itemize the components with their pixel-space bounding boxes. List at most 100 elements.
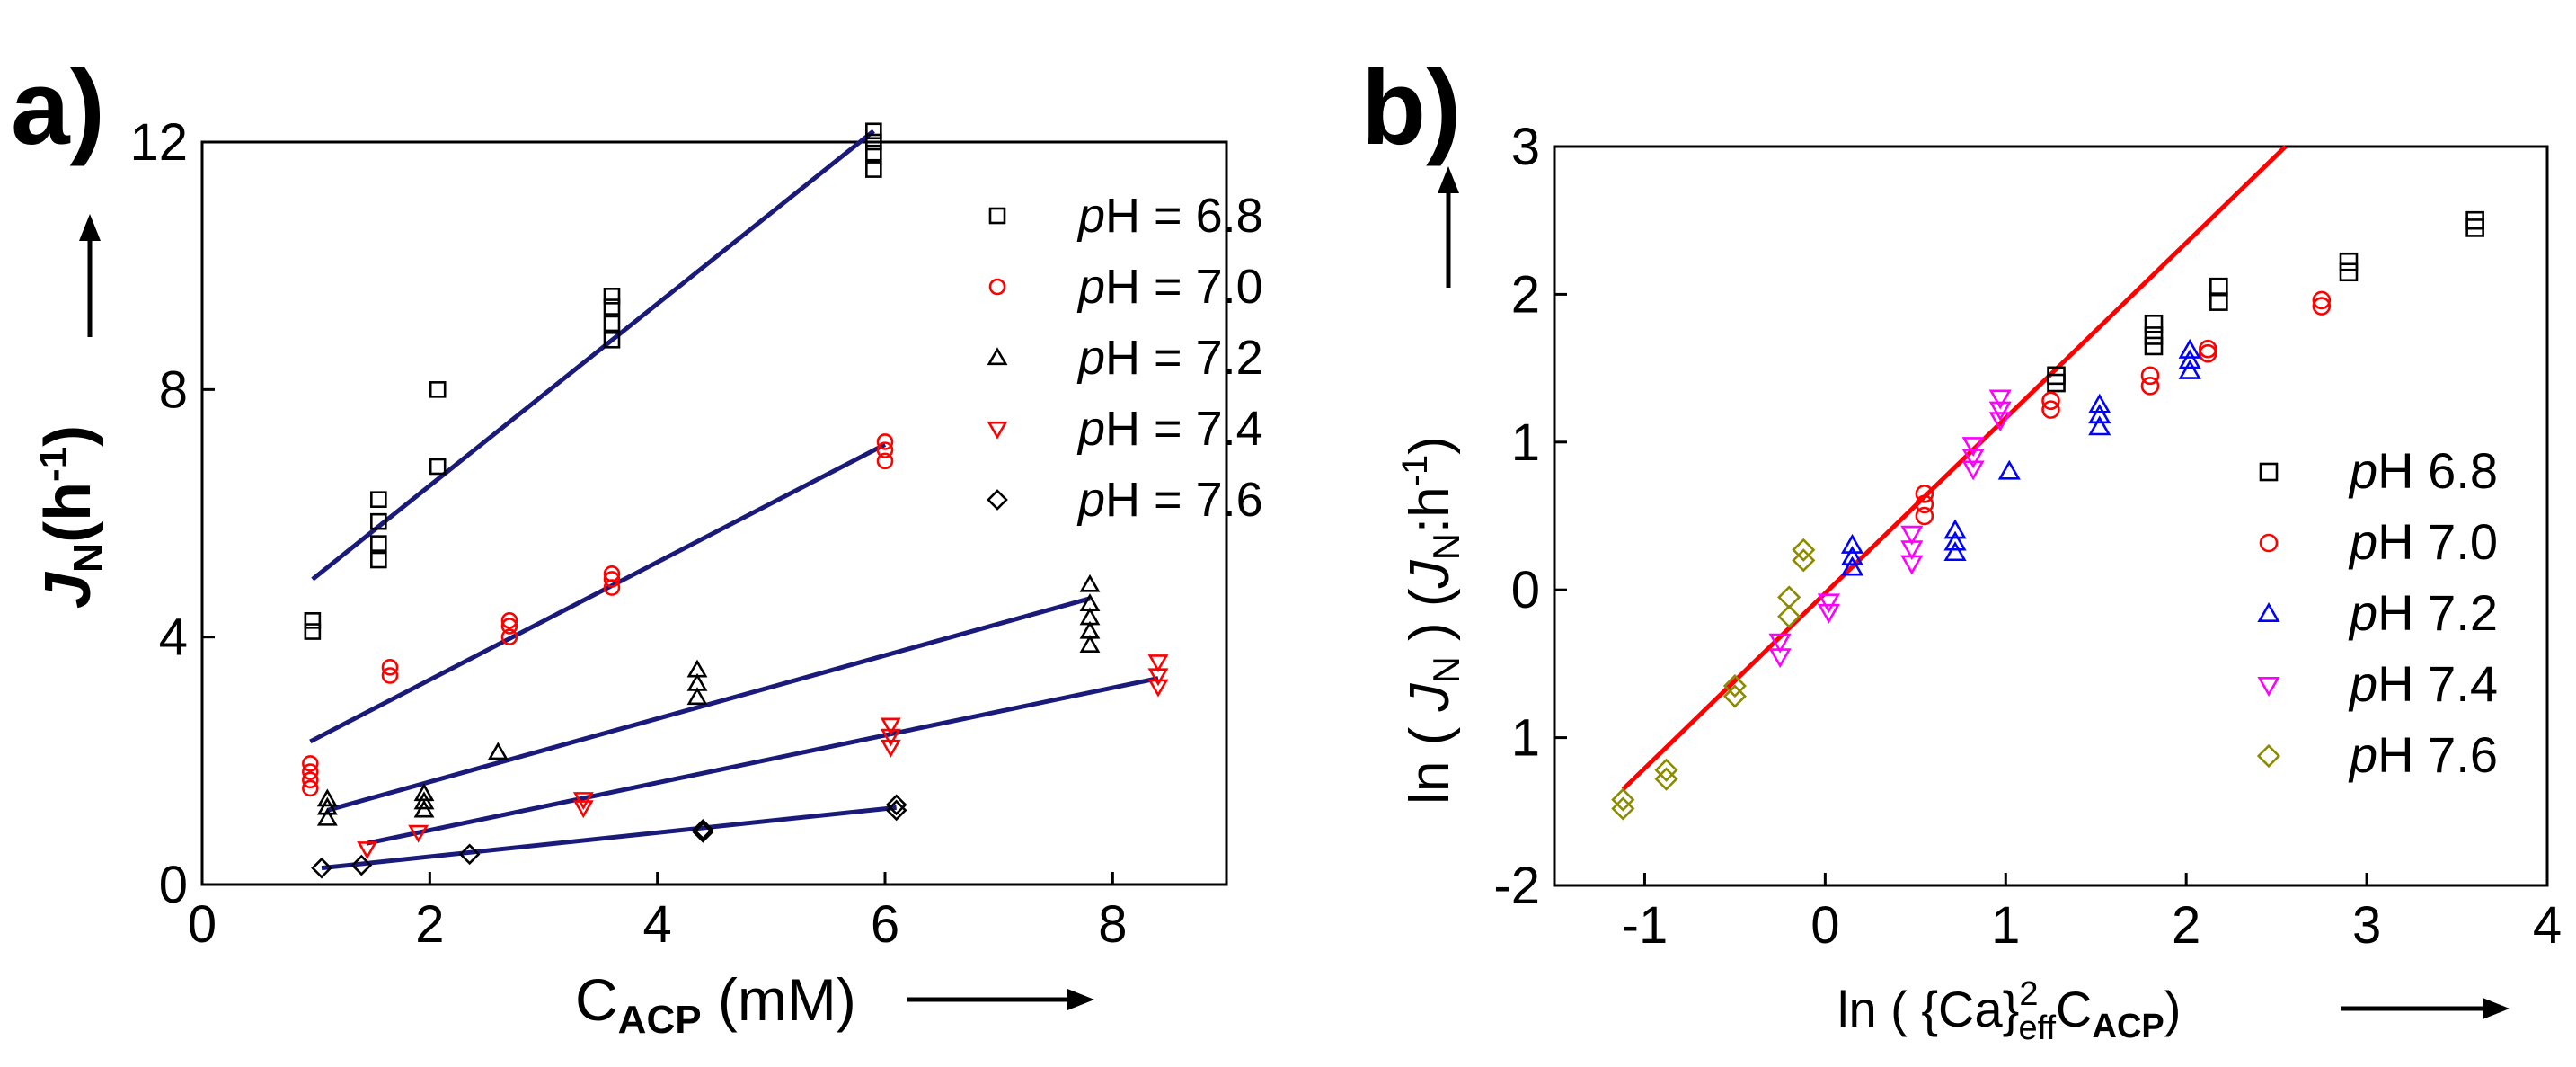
panel-b-ylabel-sup: -1 xyxy=(1395,455,1435,487)
a-point-series-0 xyxy=(370,512,387,530)
a-point-series-3 xyxy=(572,800,594,819)
b-point-series-4 xyxy=(1611,787,1635,812)
a-point-series-2 xyxy=(686,687,708,706)
panel-a-xlabel-main: C xyxy=(575,966,618,1033)
b-point-series-2 xyxy=(1997,459,2021,480)
b-legend-entry-4: pH 7.6 xyxy=(2348,726,2498,783)
panel-b-xlabel-sup: 2 xyxy=(2019,975,2038,1013)
a-point-series-1 xyxy=(500,628,518,645)
a-point-series-0 xyxy=(429,458,447,476)
a-point-series-2 xyxy=(316,788,338,807)
panel-a-data-points xyxy=(302,122,1169,879)
b-x-tick-label: 1 xyxy=(1991,896,2020,955)
a-fit-line xyxy=(311,129,875,582)
a-point-series-4 xyxy=(692,822,714,843)
panel-a-ylabel-sup: -1 xyxy=(31,447,75,482)
a-legend-prefix-1: p xyxy=(1076,260,1105,314)
a-point-series-2 xyxy=(1079,620,1101,639)
a-point-series-3 xyxy=(1147,679,1169,698)
b-point-series-3 xyxy=(1961,449,1985,469)
a-x-tick-label: 6 xyxy=(871,895,899,954)
panel-b-data-points xyxy=(1611,210,2484,821)
b-point-series-4 xyxy=(1792,548,1816,573)
a-point-series-0 xyxy=(603,288,621,305)
a-legend-text-3: H = 7.4 xyxy=(1105,402,1263,456)
b-point-series-0 xyxy=(2209,277,2228,297)
a-legend-prefix-2: p xyxy=(1076,331,1105,385)
a-y-tick-label: 12 xyxy=(129,113,188,172)
a-point-series-0 xyxy=(603,315,621,333)
a-x-tick-label: 0 xyxy=(188,895,217,954)
panel-b-x-ticks: -1 0 1 2 3 4 xyxy=(1622,873,2562,955)
a-point-series-4 xyxy=(311,857,332,879)
panel-a-xlabel-unit: (mM) xyxy=(702,966,856,1033)
b-legend-entry-3: pH 7.4 xyxy=(2348,655,2498,712)
a-point-series-1 xyxy=(876,452,894,470)
panel-b-xlabel-sub1: eff xyxy=(2018,1009,2056,1047)
b-point-series-2 xyxy=(2088,404,2111,424)
a-legend-prefix-4: p xyxy=(1076,473,1105,527)
panel-b-plot-frame xyxy=(1553,145,2549,887)
a-point-series-1 xyxy=(603,571,621,588)
b-point-series-1 xyxy=(2312,290,2332,310)
b-point-series-2 xyxy=(2178,359,2201,379)
b-y-tick-label: 2 xyxy=(1511,265,1540,324)
b-legend-marker-1 xyxy=(2259,533,2279,553)
b-x-tick-label: 0 xyxy=(1810,896,1839,955)
a-legend-marker-3 xyxy=(987,421,1008,440)
panel-b-ylabel-unit: :h xyxy=(1399,486,1461,533)
b-legend-entry-1: pH 7.0 xyxy=(2348,513,2498,570)
a-point-series-1 xyxy=(381,659,399,676)
a-point-series-4 xyxy=(350,854,373,876)
a-point-series-1 xyxy=(302,771,319,789)
b-legend-prefix-0: p xyxy=(2348,442,2377,499)
a-legend-prefix-3: p xyxy=(1076,402,1105,456)
b-point-series-1 xyxy=(1915,494,1934,514)
b-x-tick-label: -1 xyxy=(1622,896,1669,955)
panel-a-xlabel-sub: ACP xyxy=(618,998,702,1042)
b-legend-text-2: H 7.2 xyxy=(2377,584,2498,641)
panel-b-fit-lines xyxy=(1621,145,2288,791)
a-fit-line xyxy=(367,676,1159,846)
a-point-series-1 xyxy=(302,763,319,780)
a-point-series-0 xyxy=(603,331,621,349)
panel-b-ylabel-sub1: N xyxy=(1425,656,1467,683)
b-point-series-1 xyxy=(2041,391,2060,411)
b-point-series-2 xyxy=(1943,530,1967,551)
b-point-series-0 xyxy=(2339,252,2359,271)
a-point-series-3 xyxy=(880,728,901,747)
panel-a-fit-lines xyxy=(309,129,1159,871)
b-legend-text-3: H 7.4 xyxy=(2377,655,2498,712)
a-legend-entry-1: pH = 7.0 xyxy=(1076,260,1263,314)
a-y-tick-label: 0 xyxy=(159,856,188,914)
a-legend-text-4: H = 7.6 xyxy=(1105,473,1263,527)
b-point-series-4 xyxy=(1654,758,1678,782)
a-fit-line xyxy=(326,596,1091,813)
a-point-series-4 xyxy=(692,818,714,840)
b-point-series-3 xyxy=(1817,603,1840,624)
a-point-series-3 xyxy=(1147,654,1169,673)
b-point-series-2 xyxy=(1840,533,1864,554)
b-legend-entry-2: pH 7.2 xyxy=(2348,584,2498,641)
panel-a-x-arrow xyxy=(907,989,1094,1010)
a-point-series-0 xyxy=(865,144,882,162)
a-point-series-2 xyxy=(686,659,708,678)
a-point-series-3 xyxy=(880,739,901,758)
b-legend-text-1: H 7.0 xyxy=(2377,513,2498,570)
a-point-series-0 xyxy=(304,623,322,640)
a-point-series-0 xyxy=(865,161,882,178)
b-legend-marker-2 xyxy=(2257,602,2280,622)
b-point-series-2 xyxy=(1943,541,1967,562)
panel-a-ylabel-main: J xyxy=(32,571,104,609)
panel-b-y-axis-label: ln ( JN ) (JN:h-1) xyxy=(1395,436,1467,805)
b-y-tick-label: 3 xyxy=(1511,118,1540,176)
a-legend-marker-1 xyxy=(988,278,1006,296)
b-point-series-4 xyxy=(1792,538,1816,562)
b-legend-marker-4 xyxy=(2256,743,2281,769)
b-point-series-4 xyxy=(1777,604,1801,628)
b-legend-prefix-3: p xyxy=(2348,655,2377,712)
b-point-series-0 xyxy=(2047,366,2066,386)
panel-a-plot-frame xyxy=(200,140,1228,886)
b-legend-prefix-4: p xyxy=(2348,726,2377,783)
